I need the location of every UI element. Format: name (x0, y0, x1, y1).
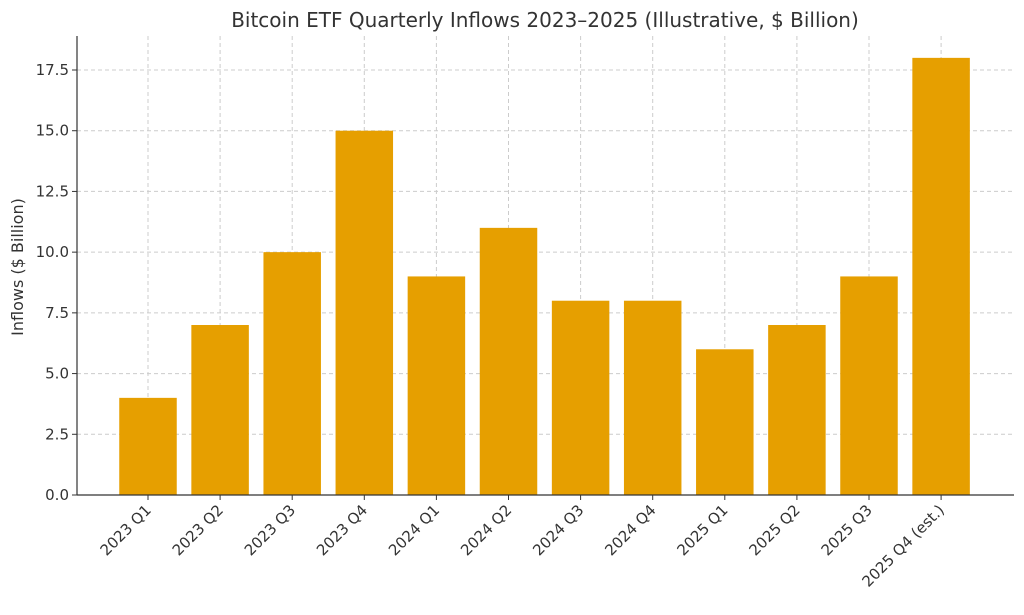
bar (335, 130, 394, 495)
bar (191, 325, 249, 495)
bar (840, 276, 898, 495)
bar (119, 397, 177, 495)
y-tick-label: 7.5 (45, 304, 69, 322)
x-tick-label: 2025 Q3 (818, 501, 876, 559)
x-tick-label: 2023 Q3 (241, 501, 299, 559)
y-tick-label: 12.5 (36, 182, 69, 200)
x-tick-label: 2024 Q4 (601, 501, 659, 559)
x-tick-label: 2025 Q1 (673, 501, 731, 559)
x-tick-label: 2023 Q4 (313, 501, 371, 559)
x-tick-label: 2025 Q2 (746, 501, 804, 559)
bar (407, 276, 466, 495)
y-tick-label: 5.0 (45, 365, 69, 383)
bar (263, 252, 321, 495)
x-tick-label: 2024 Q1 (385, 501, 443, 559)
bar (551, 300, 610, 495)
x-tick-label: 2024 Q2 (457, 501, 515, 559)
x-tick-label: 2024 Q3 (529, 501, 587, 559)
bar (696, 349, 754, 495)
x-axis-ticks: 2023 Q1 2023 Q2 2023 Q3 2023 Q4 2024 Q1 2024 … (97, 495, 948, 591)
bar (912, 57, 970, 495)
bar (768, 325, 826, 495)
y-tick-label: 0.0 (45, 486, 69, 504)
y-tick-label: 2.5 (45, 425, 69, 443)
x-tick-label: 2023 Q1 (97, 501, 155, 559)
x-tick-label: 2023 Q2 (169, 501, 227, 559)
chart-title: Bitcoin ETF Quarterly Inflows 2023–2025 … (231, 8, 859, 32)
axes (76, 36, 1014, 496)
y-axis-label: Inflows ($ Billion) (8, 198, 27, 336)
y-tick-label: 10.0 (36, 243, 69, 261)
y-tick-label: 17.5 (36, 61, 69, 79)
y-axis-ticks: 0.0 2.5 5.0 7.5 10.0 12.5 15.0 17.5 (36, 61, 77, 504)
bar (479, 227, 538, 495)
bars (119, 57, 970, 495)
bar (623, 300, 682, 495)
y-tick-label: 15.0 (36, 122, 69, 140)
